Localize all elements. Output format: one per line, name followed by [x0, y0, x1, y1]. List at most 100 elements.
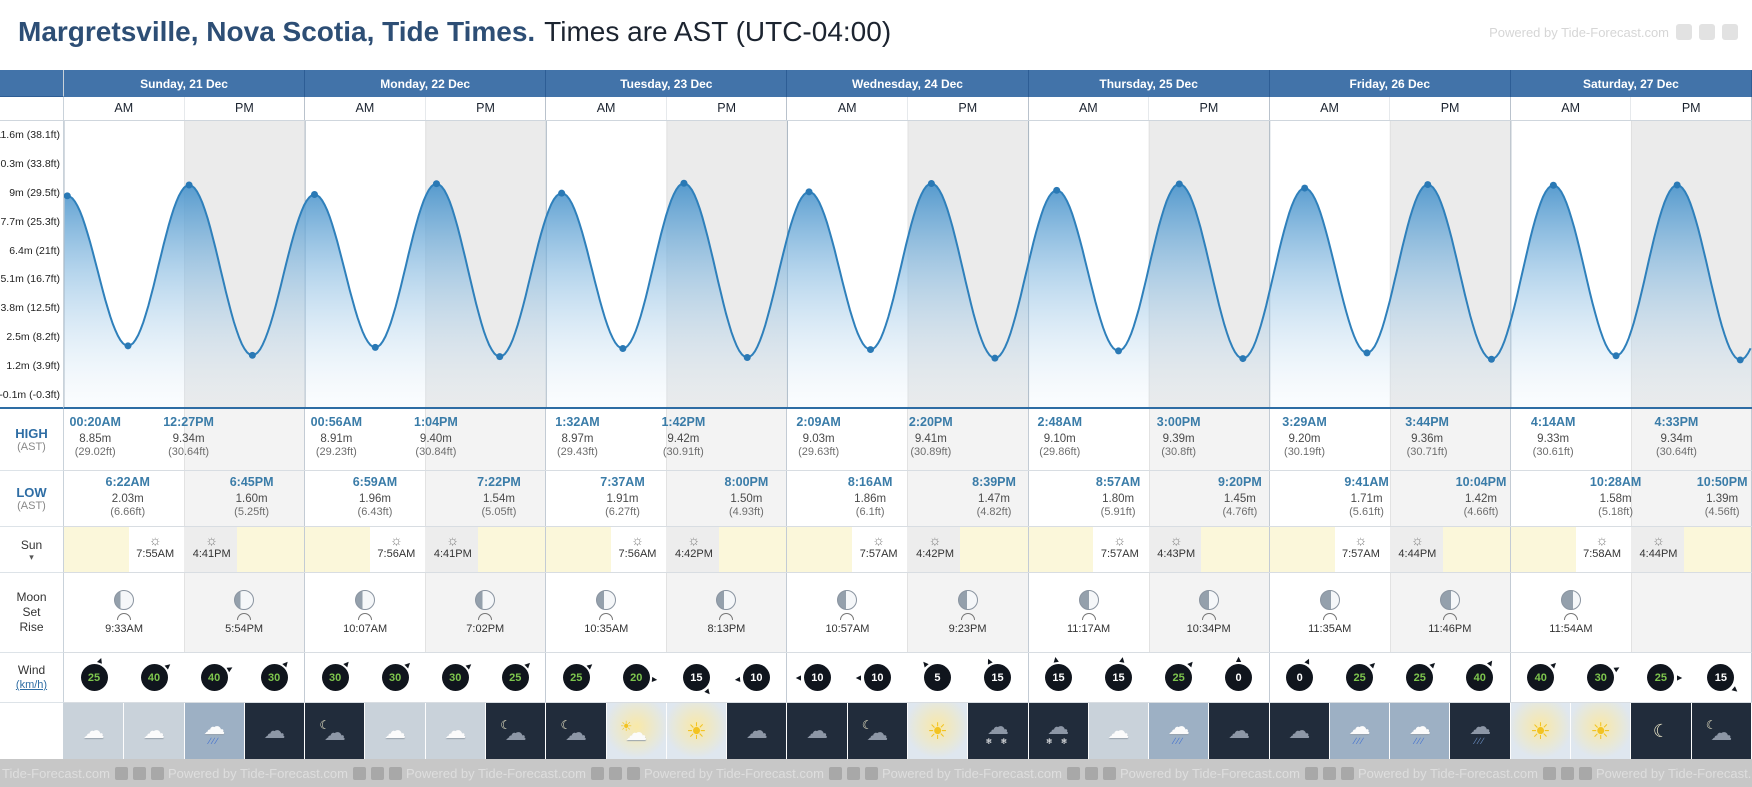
- social-icon[interactable]: [1066, 766, 1080, 780]
- tide-height-m: 1.80m: [1102, 493, 1135, 505]
- powered-by-link[interactable]: Powered by Tide-Forecast.com: [0, 766, 164, 781]
- wind-cell: ▲ 30: [425, 653, 485, 702]
- high-tide-row: 00:20AM 8.85m (29.02ft) 12:27PM 9.34m (30.64f…: [64, 409, 1752, 471]
- powered-by-text[interactable]: Powered by Tide-Forecast.com: [0, 765, 110, 781]
- social-icon[interactable]: [388, 766, 402, 780]
- moon-phase-icon: [114, 589, 135, 610]
- sunrise-time: 7:57AM: [859, 548, 898, 560]
- pm-shading: [1389, 471, 1510, 526]
- powered-by-text[interactable]: Powered by Tide-Forecast.com: [882, 765, 1062, 781]
- social-icon[interactable]: [1084, 766, 1098, 780]
- powered-by-text[interactable]: Powered by Tide-Forecast.com: [168, 765, 348, 781]
- social-icon[interactable]: [590, 766, 604, 780]
- powered-by-text[interactable]: Powered by Tide-Forecast.com: [406, 765, 586, 781]
- social-icon[interactable]: [846, 766, 860, 780]
- cloud-icon: ☁: [1107, 718, 1130, 743]
- pm-shading: [1148, 471, 1269, 526]
- wind-speed-badge: 30: [381, 664, 409, 691]
- social-icon[interactable]: [1542, 766, 1556, 780]
- social-icon[interactable]: [828, 766, 842, 780]
- weather-cell: ☁ ∕∕∕: [1450, 703, 1511, 759]
- wind-cell: ▲ 10: [787, 653, 847, 702]
- powered-by-text[interactable]: Powered by Tide-Forecast.com: [644, 765, 824, 781]
- low-tide-entry: 10:50PM 1.39m (4.56ft): [1697, 475, 1748, 519]
- tide-time: 1:32AM: [555, 415, 600, 429]
- tide-height-ft: (30.91ft): [662, 446, 704, 458]
- social-icon[interactable]: [864, 766, 878, 780]
- powered-by-link[interactable]: Powered by Tide-Forecast.com: [882, 766, 1116, 781]
- social-icon[interactable]: [608, 766, 622, 780]
- tide-time: 9:41AM: [1344, 475, 1389, 489]
- day-header-label: Thursday, 25 Dec: [1099, 76, 1198, 91]
- moon-phase-icon: [1078, 589, 1099, 610]
- social-icon[interactable]: [132, 766, 146, 780]
- powered-by-link[interactable]: Powered by Tide-Forecast.com: [644, 766, 878, 781]
- social-icon[interactable]: [1304, 766, 1318, 780]
- powered-by-text[interactable]: Powered by Tide-Forecast.com: [1358, 765, 1538, 781]
- wind-speed: 15: [690, 671, 703, 684]
- powered-by-link[interactable]: Powered by Tide-Forecast.com: [168, 766, 402, 781]
- social-icon[interactable]: [1102, 766, 1116, 780]
- powered-by-top[interactable]: Powered by Tide-Forecast.com: [1489, 24, 1738, 40]
- high-label: HIGH: [15, 425, 48, 441]
- wind-speed: 15: [991, 671, 1004, 684]
- tide-time: 3:44PM: [1405, 415, 1449, 429]
- page-title: Margretsville, Nova Scotia, Tide Times. T…: [0, 0, 1752, 48]
- moon-icon: ☾: [1652, 720, 1670, 741]
- sunrise-entry: ☼ 7:56AM: [609, 533, 667, 561]
- social-icon[interactable]: [626, 766, 640, 780]
- sun-day-cell: ☼ 7:57AM ☼ 4:44PM: [1269, 527, 1511, 572]
- cloud-icon: ☁: [1469, 714, 1492, 739]
- tide-time: 10:28AM: [1589, 475, 1642, 489]
- tide-height-ft: (5.05ft): [481, 506, 517, 518]
- moonrise-icon: [478, 612, 493, 620]
- social-icon[interactable]: [1560, 766, 1574, 780]
- social-icon[interactable]: [114, 766, 128, 780]
- moonset-half: 9:33AM: [64, 573, 184, 652]
- powered-by-text[interactable]: Powered by Tide-Forecast.com: [1596, 765, 1752, 781]
- row-labels-column: 11.6m (38.1ft) 10.3m (33.8ft) 9m (29.5ft) 7…: [0, 70, 64, 759]
- powered-by-text[interactable]: Powered by Tide-Forecast.com: [1120, 765, 1300, 781]
- moonrise-time: 10:34PM: [1186, 622, 1231, 635]
- powered-by-link[interactable]: Powered by Tide-Forecast.com: [1596, 766, 1752, 781]
- social-icon[interactable]: [1722, 24, 1738, 40]
- low-tide-entry: 8:00PM 1.50m (4.93ft): [725, 475, 769, 519]
- social-icon[interactable]: [1699, 24, 1715, 40]
- social-icon[interactable]: [1676, 24, 1692, 40]
- wind-cell: ▲ 15: [967, 653, 1029, 702]
- sun-row-label[interactable]: Sun ▾: [0, 527, 64, 573]
- weather-cell: ☾ ☁: [1691, 703, 1752, 759]
- pm-shading: [184, 409, 305, 470]
- daylight-segment: [1148, 527, 1202, 572]
- ampm-label: PM: [717, 101, 737, 115]
- moonrise-time: 9:23PM: [948, 622, 987, 635]
- daylight-segment: [546, 527, 612, 572]
- tide-height-ft: (5.18ft): [1598, 506, 1634, 518]
- wind-speed: 10: [811, 671, 824, 684]
- day-header: Friday, 26 Dec: [1269, 70, 1511, 97]
- wind-unit-link[interactable]: (km/h): [15, 679, 48, 691]
- social-icon[interactable]: [370, 766, 384, 780]
- social-icon[interactable]: [150, 766, 164, 780]
- powered-by-link[interactable]: Powered by Tide-Forecast.com: [1120, 766, 1354, 781]
- social-icon[interactable]: [352, 766, 366, 780]
- wind-cell: ▲ 30: [365, 653, 425, 702]
- sunrise-entry: ☼ 7:57AM: [1332, 533, 1390, 561]
- moonrise-icon: [1201, 612, 1216, 620]
- social-icon[interactable]: [1322, 766, 1336, 780]
- powered-by-text[interactable]: Powered by Tide-Forecast.com: [1489, 24, 1669, 40]
- moon-phase-icon: [1560, 589, 1581, 610]
- pm-shading: [666, 409, 787, 470]
- weather-row: ☁ ☁ ☁ ∕∕∕ ☁ ☾ ☁ ☁ ☁ ☾ ☁ ☾ ☁ ☀ ☁ ☀ ☁ ☁ ☾ ☁ ☀ ☁ ❄ ❄ ☁ ❄ ❄ ☁ ☁ ∕∕∕ ☁ ☁ ☁ ∕…: [64, 703, 1752, 759]
- wind-cell: ▲ 40: [124, 653, 184, 702]
- low-tide-entry: 6:45PM 1.60m (5.25ft): [230, 475, 274, 519]
- social-icon[interactable]: [1340, 766, 1354, 780]
- powered-by-link[interactable]: Powered by Tide-Forecast.com: [406, 766, 640, 781]
- pm-shading: [425, 471, 546, 526]
- tide-height-m: 1.45m: [1223, 493, 1256, 505]
- social-icon[interactable]: [1578, 766, 1592, 780]
- tide-curve-svg: [64, 121, 1752, 407]
- powered-by-link[interactable]: Powered by Tide-Forecast.com: [1358, 766, 1592, 781]
- moon-day-cell: 10:07AM 7:02PM: [305, 573, 547, 652]
